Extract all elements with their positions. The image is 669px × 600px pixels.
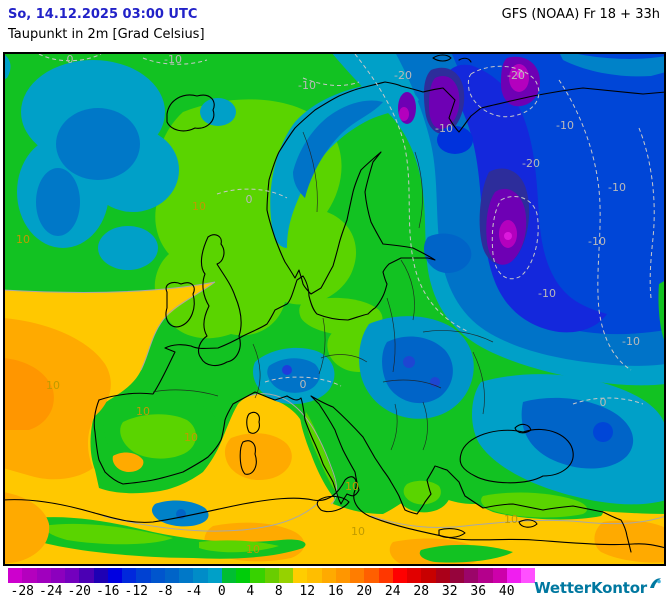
- legend-color-cell: [321, 568, 336, 583]
- legend-color-cell: [335, 568, 350, 583]
- legend-tick-label: 32: [441, 584, 458, 599]
- legend-color-cell: [36, 568, 51, 583]
- contour-label: -10: [435, 122, 453, 135]
- legend-color-cell: [449, 568, 464, 583]
- legend-tick-label: 12: [299, 584, 316, 599]
- legend-color-cell: [478, 568, 493, 583]
- legend-scale-labels: -28 -24 -20 -16 -12 -8 -4 0 4 8 12 16 20 24 28 32 36 40: [8, 584, 548, 599]
- legend-tick-label: -8: [156, 584, 173, 599]
- contour-label: 10: [504, 513, 518, 526]
- legend-color-cell: [207, 568, 222, 583]
- legend-color-cell: [293, 568, 308, 583]
- legend-colorbar: [8, 568, 536, 583]
- datetime-label: So, 14.12.2025 03:00 UTC: [8, 7, 198, 22]
- contour-label: -10: [622, 335, 640, 348]
- legend-color-cell: [50, 568, 65, 583]
- legend-color-cell: [464, 568, 479, 583]
- legend-color-cell: [93, 568, 108, 583]
- legend-tick-label: 16: [327, 584, 344, 599]
- legend-color-cell: [364, 568, 379, 583]
- legend-color-cell: [392, 568, 407, 583]
- country-borders: [152, 131, 494, 451]
- contour-label: -20: [522, 157, 540, 170]
- contour-label: -10: [556, 119, 574, 132]
- legend-color-cell: [65, 568, 80, 583]
- wetterkontor-logo: WetterKontor: [534, 576, 662, 597]
- legend-tick-label: -4: [185, 584, 202, 599]
- europe-dewpoint-map: 0 -10 -10 -20 -20 -10 -10 -20 -10 -10 -10 -10 0 0 0 10 1…: [3, 52, 666, 566]
- wetterkontor-swoosh-icon: [650, 578, 661, 588]
- contour-label: 0: [246, 193, 253, 206]
- legend-tick-label: 4: [246, 584, 255, 599]
- contour-labels: 0 -10 -10 -20 -20 -10 -10 -20 -10 -10 -10 -10 0 0 0 10 1…: [16, 53, 640, 556]
- legend-color-cell: [164, 568, 179, 583]
- contour-label: 10: [46, 379, 60, 392]
- legend-tick-label: -24: [39, 584, 63, 599]
- contour-label: 10: [184, 431, 198, 444]
- legend-color-cell: [122, 568, 137, 583]
- legend-tick-label: 24: [384, 584, 401, 599]
- legend-tick-label: 28: [413, 584, 430, 599]
- contour-label: 10: [345, 480, 359, 493]
- legend-color-cell: [8, 568, 23, 583]
- contour-label: 10: [351, 525, 365, 538]
- legend-color-cell: [193, 568, 208, 583]
- logo-text: WetterKontor: [534, 579, 647, 597]
- legend-tick-label: -20: [67, 584, 91, 599]
- contour-label: 10: [192, 200, 206, 213]
- temperature-regions: [3, 52, 666, 566]
- contour-label: -20: [394, 69, 412, 82]
- model-run-label: GFS (NOAA) Fr 18 + 33h: [501, 7, 660, 22]
- legend-color-cell: [264, 568, 279, 583]
- legend-tick-label: 36: [470, 584, 487, 599]
- legend-color-cell: [492, 568, 507, 583]
- legend-color-cell: [421, 568, 436, 583]
- legend-color-cell: [521, 568, 536, 583]
- contour-label: 10: [136, 405, 150, 418]
- contour-label: 0: [300, 378, 307, 391]
- legend-color-cell: [179, 568, 194, 583]
- cold-contour-lines: [38, 53, 655, 405]
- legend-tick-label: 0: [217, 584, 226, 599]
- legend-color-cell: [378, 568, 393, 583]
- legend-color-cell: [307, 568, 322, 583]
- contour-label: -10: [538, 287, 556, 300]
- legend-tick-label: 20: [356, 584, 373, 599]
- parameter-title: Taupunkt in 2m [Grad Celsius]: [8, 27, 205, 42]
- contour-label: -20: [507, 69, 525, 82]
- legend-color-cell: [150, 568, 165, 583]
- map-border: [3, 52, 666, 566]
- legend-color-cell: [350, 568, 365, 583]
- legend-tick-label: -12: [124, 584, 148, 599]
- contour-label: 0: [67, 53, 74, 66]
- legend-tick-label: 8: [274, 584, 283, 599]
- legend-color-cell: [107, 568, 122, 583]
- contour-label: 0: [600, 396, 607, 409]
- legend-color-cell: [435, 568, 450, 583]
- coastlines: [3, 54, 666, 553]
- legend-color-cell: [79, 568, 94, 583]
- legend-tick-label: -28: [10, 584, 34, 599]
- contour-label: -10: [298, 79, 316, 92]
- contour-label: 10: [16, 233, 30, 246]
- legend-color-cell: [236, 568, 251, 583]
- contour-label: -10: [164, 53, 182, 66]
- contour-label: 10: [246, 543, 260, 556]
- legend-color-cell: [506, 568, 521, 583]
- contour-label: -10: [608, 181, 626, 194]
- legend-color-cell: [407, 568, 422, 583]
- legend-color-cell: [22, 568, 37, 583]
- legend-color-cell: [136, 568, 151, 583]
- legend-color-cell: [278, 568, 293, 583]
- legend-color-cell: [221, 568, 236, 583]
- contour-label: -10: [588, 235, 606, 248]
- legend-color-cell: [250, 568, 265, 583]
- legend-tick-label: -16: [96, 584, 120, 599]
- legend-tick-label: 40: [498, 584, 515, 599]
